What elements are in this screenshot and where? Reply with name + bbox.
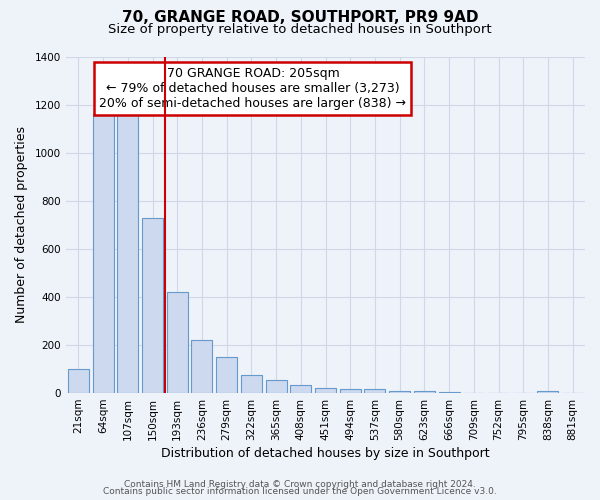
Bar bbox=[315, 388, 336, 393]
Bar bbox=[364, 390, 385, 393]
Bar bbox=[68, 369, 89, 393]
Bar bbox=[241, 375, 262, 393]
Text: 70 GRANGE ROAD: 205sqm
← 79% of detached houses are smaller (3,273)
20% of semi-: 70 GRANGE ROAD: 205sqm ← 79% of detached… bbox=[100, 66, 406, 110]
Bar bbox=[142, 218, 163, 393]
Bar bbox=[340, 390, 361, 393]
Bar bbox=[266, 380, 287, 393]
X-axis label: Distribution of detached houses by size in Southport: Distribution of detached houses by size … bbox=[161, 447, 490, 460]
Text: Contains HM Land Registry data © Crown copyright and database right 2024.: Contains HM Land Registry data © Crown c… bbox=[124, 480, 476, 489]
Bar bbox=[389, 390, 410, 393]
Bar bbox=[439, 392, 460, 393]
Text: Contains public sector information licensed under the Open Government Licence v3: Contains public sector information licen… bbox=[103, 488, 497, 496]
Bar bbox=[414, 390, 435, 393]
Bar bbox=[290, 384, 311, 393]
Y-axis label: Number of detached properties: Number of detached properties bbox=[15, 126, 28, 324]
Text: Size of property relative to detached houses in Southport: Size of property relative to detached ho… bbox=[108, 22, 492, 36]
Text: 70, GRANGE ROAD, SOUTHPORT, PR9 9AD: 70, GRANGE ROAD, SOUTHPORT, PR9 9AD bbox=[122, 10, 478, 25]
Bar bbox=[118, 114, 139, 393]
Bar bbox=[167, 292, 188, 393]
Bar bbox=[216, 357, 237, 393]
Bar bbox=[191, 340, 212, 393]
Bar bbox=[538, 390, 559, 393]
Bar bbox=[92, 114, 113, 393]
